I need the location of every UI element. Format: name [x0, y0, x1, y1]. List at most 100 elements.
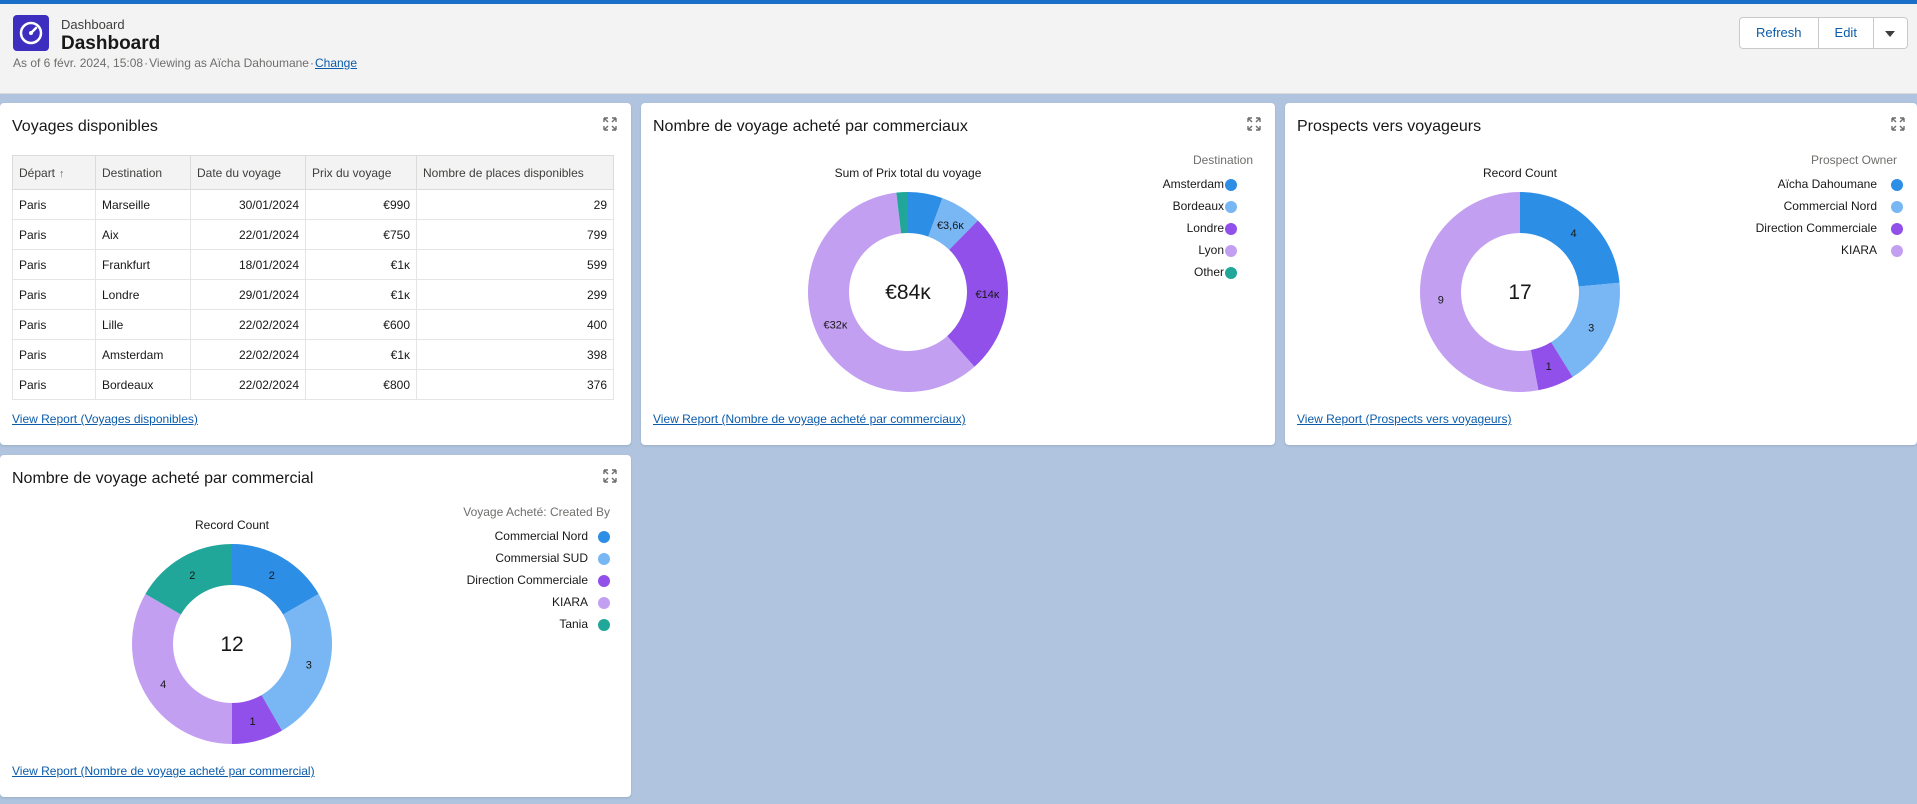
column-header-depart[interactable]: Départ ↑: [12, 155, 96, 190]
viewing-as-text: Viewing as Aïcha Dahoumane: [149, 56, 309, 70]
donut-slice[interactable]: [232, 695, 282, 744]
column-header-prix[interactable]: Prix du voyage: [305, 155, 417, 190]
legend-item[interactable]: Direction Commerciale: [466, 573, 588, 587]
card-title: Prospects vers voyageurs: [1297, 118, 1482, 135]
table-cell: €1ĸ: [305, 339, 417, 370]
donut-slice[interactable]: [947, 220, 1008, 367]
legend-color-dot: [1891, 245, 1903, 257]
table-cell: €750: [305, 219, 417, 250]
legend-title: Voyage Acheté: Created By: [463, 505, 610, 519]
chart-title: Sum of Prix total du voyage: [834, 166, 982, 180]
slice-label: €3,6ĸ: [937, 220, 964, 232]
legend-item[interactable]: Bordeaux: [1172, 199, 1224, 213]
edit-button[interactable]: Edit: [1818, 17, 1874, 49]
donut-slice[interactable]: [896, 192, 908, 234]
table-cell: Aix: [95, 219, 191, 250]
table-cell: 18/01/2024: [190, 249, 306, 280]
expand-icon[interactable]: [1247, 117, 1261, 131]
legend-item[interactable]: Other: [1193, 265, 1224, 279]
separator: ·: [309, 56, 314, 70]
slice-label: 2: [269, 570, 275, 582]
table-cell: €800: [305, 369, 417, 400]
expand-icon[interactable]: [1891, 117, 1905, 131]
table-cell: Marseille: [95, 189, 191, 220]
legend-item[interactable]: Commersial SUD: [495, 551, 588, 565]
table-cell: €1ĸ: [305, 249, 417, 280]
chevron-down-icon: [1885, 31, 1896, 37]
donut-slice[interactable]: [261, 594, 333, 731]
slice-label: 9: [1438, 294, 1444, 306]
view-report-commercial-link[interactable]: View Report (Nombre de voyage acheté par…: [12, 764, 315, 778]
column-header-places[interactable]: Nombre de places disponibles: [416, 155, 614, 190]
change-viewer-link[interactable]: Change: [314, 56, 358, 70]
card-title: Nombre de voyage acheté par commercial: [12, 470, 314, 487]
donut-slice[interactable]: [1530, 342, 1573, 391]
view-report-commerciaux-link[interactable]: View Report (Nombre de voyage acheté par…: [653, 412, 966, 426]
donut-chart: €3,6ĸ €14ĸ €32ĸ €84ĸ: [808, 192, 1008, 392]
slice-label: 4: [160, 679, 166, 691]
donut-slice[interactable]: [1520, 192, 1620, 287]
donut-center-total: 12: [220, 633, 243, 656]
slice-label: 1: [1546, 361, 1552, 373]
donut-slice[interactable]: [1551, 282, 1620, 378]
legend-color-dot: [598, 531, 610, 543]
slice-label: 2: [189, 570, 195, 582]
legend-item[interactable]: Commercial Nord: [494, 529, 588, 543]
column-header-destination[interactable]: Destination: [95, 155, 191, 190]
donut-slice[interactable]: [928, 198, 978, 250]
expand-icon[interactable]: [603, 469, 617, 483]
commercial-chart-card: Nombre de voyage acheté par commercial R…: [0, 455, 631, 797]
separator: ·: [144, 56, 149, 70]
donut-slice[interactable]: [1420, 192, 1539, 392]
expand-icon[interactable]: [603, 117, 617, 131]
legend-color-dot: [1225, 267, 1237, 279]
legend-color-dot: [598, 619, 610, 631]
legend-item[interactable]: Direction Commerciale: [1755, 221, 1877, 235]
donut-slice[interactable]: [808, 192, 975, 392]
as-of-timestamp: As of 6 févr. 2024, 15:08: [13, 56, 144, 70]
legend-color-dot: [1225, 201, 1237, 213]
card-title: Nombre de voyage acheté par commerciaux: [653, 118, 968, 135]
table-cell: 22/01/2024: [190, 219, 306, 250]
table-cell: 799: [416, 219, 614, 250]
table-cell: 30/01/2024: [190, 189, 306, 220]
more-actions-button[interactable]: [1873, 17, 1908, 49]
donut-center-total: €84ĸ: [885, 281, 931, 304]
table-cell: €600: [305, 309, 417, 340]
donut-slice[interactable]: [145, 544, 232, 615]
donut-slice[interactable]: [232, 544, 319, 615]
sort-ascending-icon: ↑: [59, 167, 65, 180]
legend-color-dot: [1225, 223, 1237, 235]
legend-item[interactable]: Amsterdam: [1162, 177, 1224, 191]
legend-item[interactable]: Tania: [559, 617, 588, 631]
table-cell: 22/02/2024: [190, 339, 306, 370]
legend-item[interactable]: KIARA: [1840, 243, 1877, 257]
legend-item[interactable]: KIARA: [551, 595, 588, 609]
legend-color-dot: [1225, 179, 1237, 191]
legend-item[interactable]: Londre: [1186, 221, 1224, 235]
table-row: Paris Bordeaux 22/02/2024 €800 376: [12, 369, 614, 400]
view-report-prospects-link[interactable]: View Report (Prospects vers voyageurs): [1297, 412, 1512, 426]
table-cell: Bordeaux: [95, 369, 191, 400]
refresh-button[interactable]: Refresh: [1739, 17, 1819, 49]
slice-label: 4: [1570, 228, 1576, 240]
table-header-row: Départ ↑ Destination Date du voyage Prix …: [12, 155, 614, 190]
voyages-table: Départ ↑ Destination Date du voyage Prix …: [12, 155, 614, 400]
legend-item[interactable]: Lyon: [1198, 243, 1224, 257]
legend-color-dot: [1225, 245, 1237, 257]
donut-slice[interactable]: [908, 192, 943, 237]
legend-item[interactable]: Commercial Nord: [1783, 199, 1877, 213]
table-row: Paris Aix 22/01/2024 €750 799: [12, 219, 614, 250]
slice-label: 1: [250, 716, 256, 728]
table-cell: Paris: [12, 339, 96, 370]
legend-title: Destination: [1192, 153, 1253, 167]
table-cell: Lille: [95, 309, 191, 340]
column-header-date[interactable]: Date du voyage: [190, 155, 306, 190]
dashboard-app-icon: [13, 15, 49, 51]
legend-color-dot: [598, 597, 610, 609]
view-report-voyages-link[interactable]: View Report (Voyages disponibles): [12, 412, 198, 426]
table-row: Paris Londre 29/01/2024 €1ĸ 299: [12, 279, 614, 310]
legend-item[interactable]: Aïcha Dahoumane: [1777, 177, 1877, 191]
donut-slice[interactable]: [132, 594, 232, 744]
table-row: Paris Frankfurt 18/01/2024 €1ĸ 599: [12, 249, 614, 280]
